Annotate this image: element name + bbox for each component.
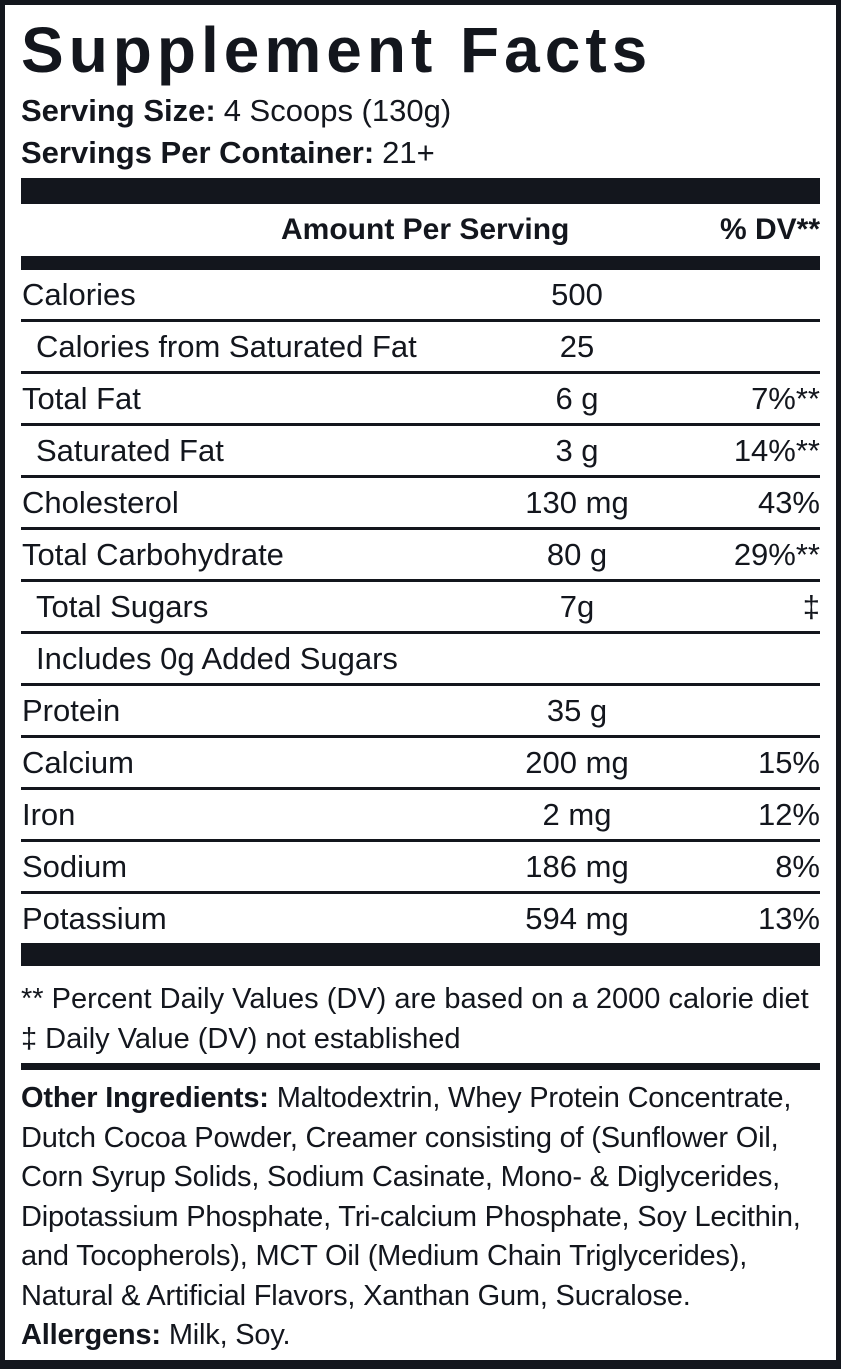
nutrient-row: Sodium 186 mg 8% <box>21 842 820 891</box>
table-header-row: Amount Per Serving % DV** <box>21 204 820 256</box>
row-divider <box>21 683 820 686</box>
serving-size-value: 4 Scoops (130g) <box>223 93 452 128</box>
nutrient-dv: 14%** <box>733 432 820 468</box>
other-ingredients-line: and Tocopherols), MCT Oil (Medium Chain … <box>21 1240 748 1272</box>
row-divider <box>21 579 820 582</box>
footnote-ingredients-divider <box>21 1063 820 1070</box>
nutrient-dv: 29%** <box>733 536 820 572</box>
nutrient-name: Includes 0g Added Sugars <box>36 640 398 676</box>
nutrient-dv: ‡ <box>802 588 820 624</box>
nutrient-amount: 500 <box>551 276 603 312</box>
nutrient-amount: 2 mg <box>542 796 612 832</box>
nutrient-amount: 80 g <box>546 536 608 572</box>
row-divider <box>21 475 820 478</box>
nutrient-row: Calories from Saturated Fat 25 <box>21 322 820 371</box>
row-divider <box>21 423 820 426</box>
nutrient-row: Cholesterol 130 mg 43% <box>21 478 820 527</box>
nutrient-row: Iron 2 mg 12% <box>21 790 820 839</box>
nutrient-name: Total Carbohydrate <box>22 536 284 572</box>
other-ingredients-line: Corn Syrup Solids, Sodium Casinate, Mono… <box>21 1161 781 1193</box>
other-ingredients-section: Other Ingredients: Maltodextrin, Whey Pro… <box>21 1079 820 1356</box>
row-divider <box>21 891 820 894</box>
separator-bar-top <box>21 178 820 204</box>
nutrient-amount: 3 g <box>555 432 599 468</box>
nutrient-dv: 8% <box>775 848 820 884</box>
separator-bar-header <box>21 256 820 270</box>
row-divider <box>21 527 820 530</box>
nutrient-row: Potassium 594 mg 13% <box>21 894 820 943</box>
label-title: Supplement Facts <box>21 14 653 86</box>
other-ingredients-lines: Other Ingredients: Maltodextrin, Whey Pro… <box>21 1079 820 1316</box>
other-ingredients-label: Other Ingredients: <box>21 1082 269 1114</box>
nutrient-amount: 130 mg <box>525 484 629 520</box>
nutrient-row: Total Fat 6 g 7%** <box>21 374 820 423</box>
serving-size-label: Serving Size: <box>21 93 216 128</box>
other-ingredients-line: Other Ingredients: Maltodextrin, Whey Pro… <box>21 1082 792 1114</box>
nutrient-dv: 15% <box>757 744 820 780</box>
servings-per-container-line: Servings Per Container: 21+ <box>21 133 820 173</box>
row-divider <box>21 839 820 842</box>
amount-per-serving-header: Amount Per Serving <box>281 213 570 246</box>
nutrient-name: Total Fat <box>22 380 141 416</box>
nutrient-name: Calories <box>22 276 136 312</box>
nutrient-amount: 35 g <box>546 692 608 728</box>
nutrient-name: Calories from Saturated Fat <box>36 328 417 364</box>
percent-dv-header: % DV** <box>719 213 820 246</box>
nutrient-name: Protein <box>22 692 121 728</box>
nutrient-row: Total Carbohydrate 80 g 29%** <box>21 530 820 579</box>
separator-bar-bottom <box>21 943 820 966</box>
row-divider <box>21 319 820 322</box>
nutrient-name: Calcium <box>22 744 134 780</box>
row-divider <box>21 787 820 790</box>
footnote-line: ** Percent Daily Values (DV) are based o… <box>21 983 809 1015</box>
servings-per-container-value: 21+ <box>382 135 435 170</box>
nutrient-amount: 200 mg <box>525 744 629 780</box>
other-ingredients-line: Natural & Artificial Flavors, Xanthan Gu… <box>21 1279 691 1312</box>
nutrient-amount: 186 mg <box>525 848 629 884</box>
allergens-value: Milk, Soy. <box>168 1319 291 1351</box>
nutrient-name: Potassium <box>22 900 167 936</box>
nutrient-name: Saturated Fat <box>36 432 224 468</box>
nutrient-name: Cholesterol <box>22 484 179 520</box>
nutrient-dv: 43% <box>757 484 820 520</box>
row-divider <box>21 371 820 374</box>
nutrient-amount: 594 mg <box>525 900 629 936</box>
allergens-line: Allergens: Milk, Soy. <box>21 1316 820 1356</box>
nutrient-row: Calcium 200 mg 15% <box>21 738 820 787</box>
nutrient-amount: 25 <box>559 328 595 364</box>
servings-per-container-label: Servings Per Container: <box>21 135 375 170</box>
nutrient-dv: 7%** <box>751 380 820 416</box>
row-divider <box>21 631 820 634</box>
footnotes: ** Percent Daily Values (DV) are based o… <box>21 979 820 1059</box>
nutrient-dv: 13% <box>757 900 820 936</box>
nutrient-amount: 6 g <box>555 380 599 416</box>
row-divider <box>21 735 820 738</box>
serving-size-line: Serving Size: 4 Scoops (130g) <box>21 91 820 131</box>
nutrient-row: Includes 0g Added Sugars <box>21 634 820 683</box>
nutrient-name: Iron <box>22 796 76 832</box>
other-ingredients-line: Dipotassium Phosphate, Tri-calcium Phosp… <box>21 1200 801 1233</box>
nutrient-row: Total Sugars 7g ‡ <box>21 582 820 631</box>
nutrient-row: Saturated Fat 3 g 14%** <box>21 426 820 475</box>
nutrient-row: Calories 500 <box>21 270 820 319</box>
footnote-line: ‡ Daily Value (DV) not established <box>21 1023 461 1055</box>
nutrient-row: Protein 35 g <box>21 686 820 735</box>
nutrient-table: Calories 500 Calories from Saturated Fat 25… <box>21 270 820 943</box>
nutrient-name: Total Sugars <box>36 588 209 624</box>
allergens-label: Allergens: <box>21 1319 161 1351</box>
nutrient-amount: 7g <box>559 588 595 624</box>
other-ingredients-line: Dutch Cocoa Powder, Creamer consisting o… <box>21 1121 779 1154</box>
nutrient-name: Sodium <box>22 848 128 884</box>
nutrient-dv: 12% <box>757 796 820 832</box>
